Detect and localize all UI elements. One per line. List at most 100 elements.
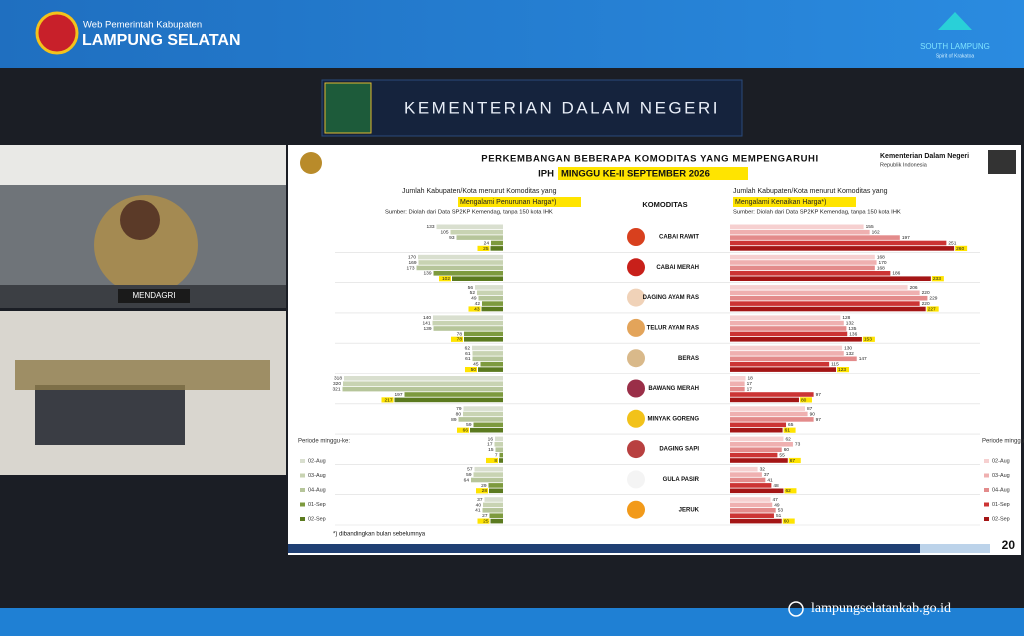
bar bbox=[730, 337, 862, 342]
value-label: 115 bbox=[831, 362, 839, 368]
value-label: 65 bbox=[788, 422, 794, 428]
value-label: 25 bbox=[483, 246, 489, 252]
bar bbox=[730, 351, 844, 356]
bar bbox=[730, 447, 782, 452]
bar bbox=[436, 224, 503, 230]
value-label: 37 bbox=[477, 497, 483, 503]
bar bbox=[730, 271, 891, 276]
bar bbox=[730, 477, 766, 483]
value-label: 15 bbox=[488, 447, 494, 453]
value-label: 61 bbox=[785, 428, 791, 434]
value-label: 90 bbox=[810, 411, 816, 417]
commodity-icon bbox=[627, 500, 645, 519]
bar bbox=[730, 422, 787, 428]
bar bbox=[490, 518, 503, 524]
bar bbox=[482, 301, 503, 306]
title-highlight-bg bbox=[558, 167, 748, 180]
bar bbox=[730, 290, 920, 296]
value-label: 321 bbox=[332, 386, 340, 392]
value-label: 47 bbox=[773, 497, 779, 503]
bar bbox=[730, 265, 875, 271]
commodity-icon bbox=[627, 228, 645, 246]
bar bbox=[730, 472, 762, 477]
bar bbox=[489, 488, 503, 494]
bar bbox=[474, 466, 503, 472]
value-label: 97 bbox=[816, 392, 822, 398]
category-label: MINYAK GORENG bbox=[648, 416, 700, 422]
bar bbox=[730, 483, 772, 488]
value-label: 62 bbox=[785, 436, 791, 442]
bar bbox=[730, 229, 870, 235]
legend-label: 01-Sep bbox=[992, 502, 1010, 508]
value-label: 42 bbox=[475, 301, 481, 307]
category-label: GULA PASIR bbox=[663, 477, 700, 483]
bar bbox=[730, 397, 799, 403]
value-label: 67 bbox=[790, 458, 796, 464]
bar bbox=[343, 381, 503, 386]
value-label: 139 bbox=[423, 326, 431, 332]
value-label: 206 bbox=[910, 285, 918, 291]
value-label-bg bbox=[955, 245, 968, 251]
bar bbox=[344, 376, 503, 381]
nameplate: MENDAGRI bbox=[132, 291, 175, 300]
value-label: 136 bbox=[849, 331, 857, 337]
org-sub: Republik Indonesia bbox=[880, 162, 928, 168]
bar bbox=[730, 315, 841, 320]
bar bbox=[478, 295, 503, 301]
category-label: JERUK bbox=[679, 507, 700, 513]
bar bbox=[452, 276, 503, 281]
panel-heading: Jumlah Kabupaten/Kota menurut Komoditas … bbox=[402, 188, 557, 195]
value-label: 41 bbox=[767, 477, 773, 483]
category-label: BAWANG MERAH bbox=[648, 386, 699, 392]
bar bbox=[730, 260, 877, 265]
footnote: *) dibandingkan bulan sebelumnya bbox=[333, 532, 426, 538]
value-label: 186 bbox=[892, 271, 900, 277]
value-label: 147 bbox=[859, 356, 867, 362]
legend-label: 03-Aug bbox=[308, 473, 326, 479]
bar bbox=[450, 229, 503, 235]
bar bbox=[730, 502, 773, 508]
value-label: 140 bbox=[423, 315, 431, 321]
banner-text: KEMENTERIAN DALAM NEGERI bbox=[404, 98, 720, 117]
panel-highlight: Mengalami Penurunan Harga*) bbox=[460, 199, 557, 206]
regency-logo bbox=[35, 11, 79, 55]
bar bbox=[463, 406, 503, 411]
bar bbox=[495, 447, 503, 452]
bar bbox=[730, 518, 782, 524]
bar bbox=[730, 361, 830, 367]
bar bbox=[730, 285, 908, 290]
value-label: 162 bbox=[872, 230, 880, 236]
panel-source: Sumber: Diolah dari Data SP2KP Kemendag,… bbox=[385, 210, 553, 216]
legend-label: 04-Aug bbox=[992, 487, 1010, 493]
value-label: 320 bbox=[333, 381, 341, 387]
category-label: DAGING AYAM RAS bbox=[643, 295, 699, 301]
legend-label: 04-Aug bbox=[308, 487, 326, 493]
bar bbox=[433, 315, 503, 320]
value-label: 28 bbox=[482, 488, 488, 494]
value-label: 59 bbox=[466, 422, 472, 428]
value-label: 43 bbox=[474, 306, 480, 312]
value-label: 102 bbox=[442, 276, 450, 282]
slide-footer-light bbox=[920, 544, 990, 553]
commodity-icon bbox=[627, 288, 645, 307]
legend-title: Periode minggu-ke: bbox=[982, 439, 1024, 445]
legend-title: Periode minggu-ke: bbox=[298, 439, 350, 445]
value-label-bg bbox=[784, 488, 797, 494]
value-label: 251 bbox=[948, 240, 956, 246]
value-label: 27 bbox=[482, 513, 488, 519]
value-label-bg bbox=[931, 276, 944, 282]
value-label: 17 bbox=[747, 386, 753, 392]
bar bbox=[458, 417, 503, 422]
title-prefix: IPH bbox=[538, 169, 554, 180]
value-label: 49 bbox=[471, 296, 477, 302]
bar bbox=[472, 351, 503, 356]
value-label: 80 bbox=[456, 411, 462, 417]
bar bbox=[730, 436, 784, 442]
bar bbox=[730, 345, 843, 351]
value-label: 155 bbox=[866, 224, 874, 230]
value-label: 32 bbox=[760, 467, 766, 473]
bar bbox=[433, 271, 503, 276]
value-label: 66 bbox=[463, 428, 469, 434]
value-label: 141 bbox=[422, 320, 430, 326]
